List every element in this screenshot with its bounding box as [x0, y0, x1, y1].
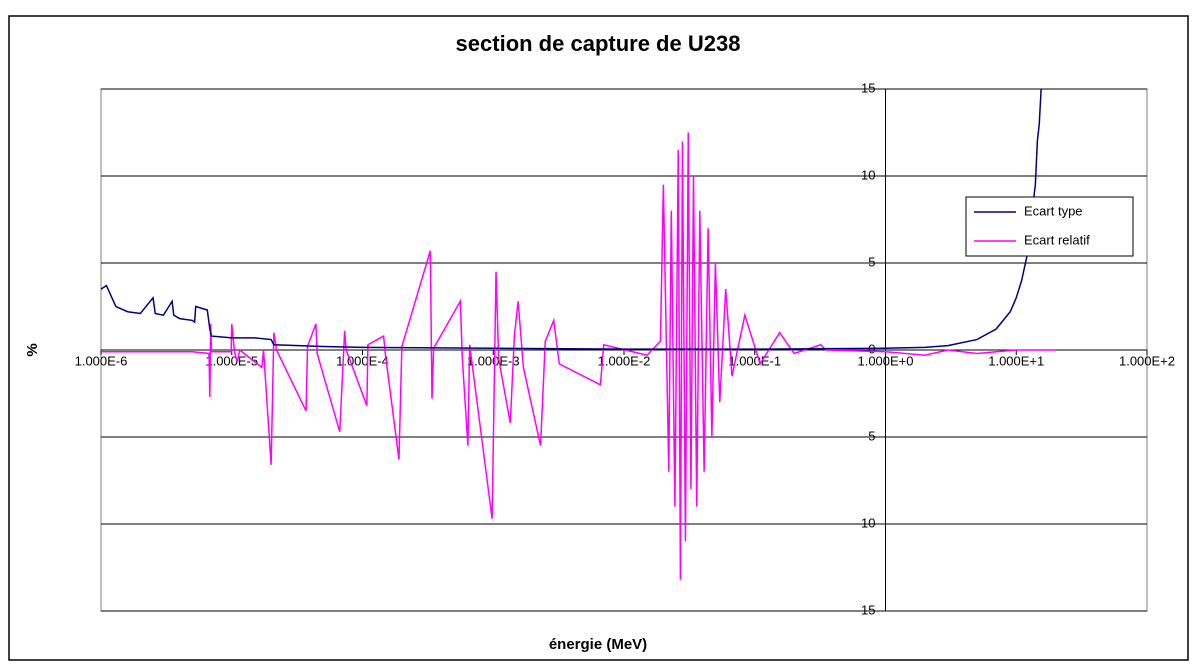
y-axis-title: %: [24, 343, 41, 356]
series-line: [101, 132, 1056, 580]
y-tick-label: 10: [861, 167, 875, 182]
legend-label: Ecart relatif: [1024, 232, 1090, 247]
x-tick-label: 1.000E+2: [1119, 353, 1175, 368]
y-tick-label: -5: [864, 428, 876, 443]
y-tick-label: -15: [857, 602, 876, 617]
y-tick-label: 5: [868, 254, 875, 269]
legend-label: Ecart type: [1024, 203, 1083, 218]
x-tick-label: 1.000E-5: [205, 353, 258, 368]
x-tick-label: 1.000E-2: [598, 353, 651, 368]
x-tick-label: 1.000E-6: [75, 353, 128, 368]
legend-box: [965, 196, 1134, 257]
x-tick-label: 1.000E+1: [988, 353, 1044, 368]
x-tick-label: 1.000E+0: [857, 353, 913, 368]
y-tick-label: 15: [861, 80, 875, 95]
series-line: [100, 88, 1042, 350]
x-tick-label: 1.000E-1: [728, 353, 781, 368]
x-axis-title: énergie (MeV): [549, 636, 647, 653]
y-tick-label: -10: [857, 515, 876, 530]
x-tick-label: 1.000E-3: [467, 353, 520, 368]
chart-title: section de capture de U238: [456, 31, 741, 56]
